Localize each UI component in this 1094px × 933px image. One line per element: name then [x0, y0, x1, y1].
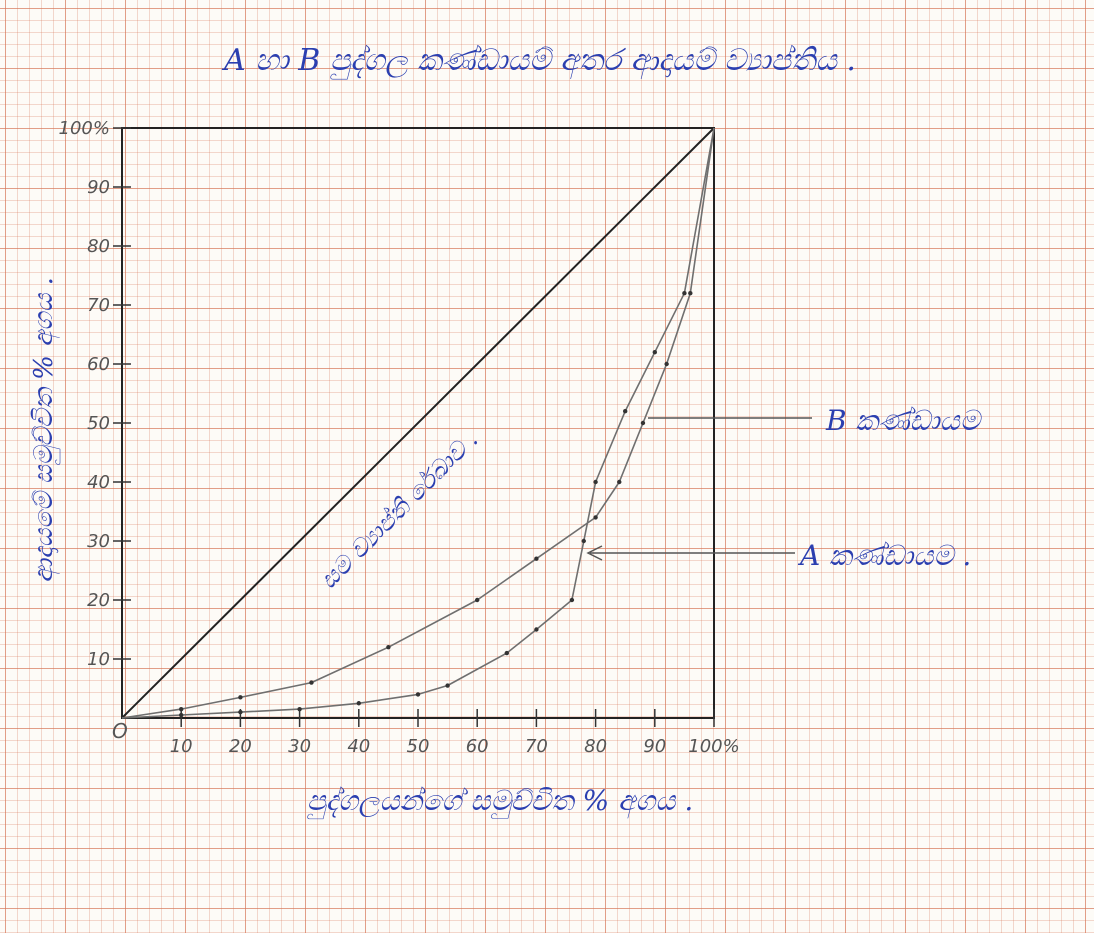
x-tick-label: 90	[643, 736, 666, 757]
y-tick-label: 10	[87, 649, 110, 670]
x-tick-label: 40	[347, 736, 370, 757]
y-tick-label: 30	[87, 531, 110, 552]
x-tick-label: 80	[584, 736, 607, 757]
y-tick-label: 90	[87, 177, 110, 198]
equality-line	[121, 127, 715, 719]
data-point	[688, 291, 693, 296]
x-tick-label: 50	[407, 736, 430, 757]
y-tick-label: 70	[87, 295, 110, 316]
data-point	[664, 361, 669, 367]
data-point	[640, 420, 646, 426]
lorenz-curve-a	[121, 127, 715, 719]
data-point	[179, 712, 184, 718]
origin-label: O	[112, 719, 128, 743]
x-tick-label: 60	[466, 736, 489, 757]
data-point	[475, 597, 480, 603]
data-point	[504, 650, 509, 656]
data-point	[617, 479, 622, 485]
x-tick-label: 10	[170, 736, 193, 757]
annotation-a-label: A කණ්ඩායම .	[797, 539, 971, 572]
y-axis-label: ආදායමේ සමුච්චිත % අගය .	[29, 277, 60, 583]
y-tick-label: 100%	[59, 118, 110, 139]
data-point	[534, 627, 539, 632]
data-point	[623, 409, 628, 414]
data-point	[415, 692, 421, 697]
data-point	[593, 515, 598, 520]
data-point	[652, 350, 657, 355]
data-point	[309, 680, 314, 685]
equality-line-label: සම ව්‍යාප්ති රේඛාව .	[314, 425, 483, 594]
series-group	[121, 127, 715, 719]
data-point	[581, 538, 586, 544]
data-point	[238, 695, 243, 700]
y-tick-label: 40	[87, 472, 110, 493]
data-point	[179, 706, 184, 712]
x-tick-label: 20	[229, 736, 252, 757]
data-point	[297, 706, 302, 712]
data-point	[534, 556, 539, 561]
data-point	[593, 479, 598, 485]
data-point	[569, 597, 575, 603]
x-tick-label: 30	[288, 736, 311, 757]
data-point	[386, 645, 391, 650]
chart-title: A හා B පුද්ගල කණ්ඩායම් අතර ආදායම් ව්‍යාප…	[221, 43, 856, 80]
x-tick-label: 100%	[688, 736, 739, 757]
data-point	[682, 291, 687, 296]
y-tick-label: 50	[87, 413, 110, 434]
ticks-group: 10 20 30 40 50 60 70 80 90 100% 10 20 30 40 50 60 70 80 90…	[59, 118, 740, 757]
data-point	[445, 683, 450, 688]
annotation-b-label: B කණ්ඩායම	[825, 404, 983, 437]
y-tick-label: 20	[87, 590, 110, 611]
data-point	[356, 701, 361, 706]
y-tick-label: 60	[87, 354, 110, 375]
y-tick-label: 80	[87, 236, 110, 257]
x-axis-label: පුද්ගලයන්ගේ සමුච්චිත % අගය .	[307, 784, 694, 820]
x-tick-label: 70	[525, 736, 548, 757]
data-point	[238, 709, 243, 715]
annotation-a-arrowhead	[586, 545, 603, 561]
